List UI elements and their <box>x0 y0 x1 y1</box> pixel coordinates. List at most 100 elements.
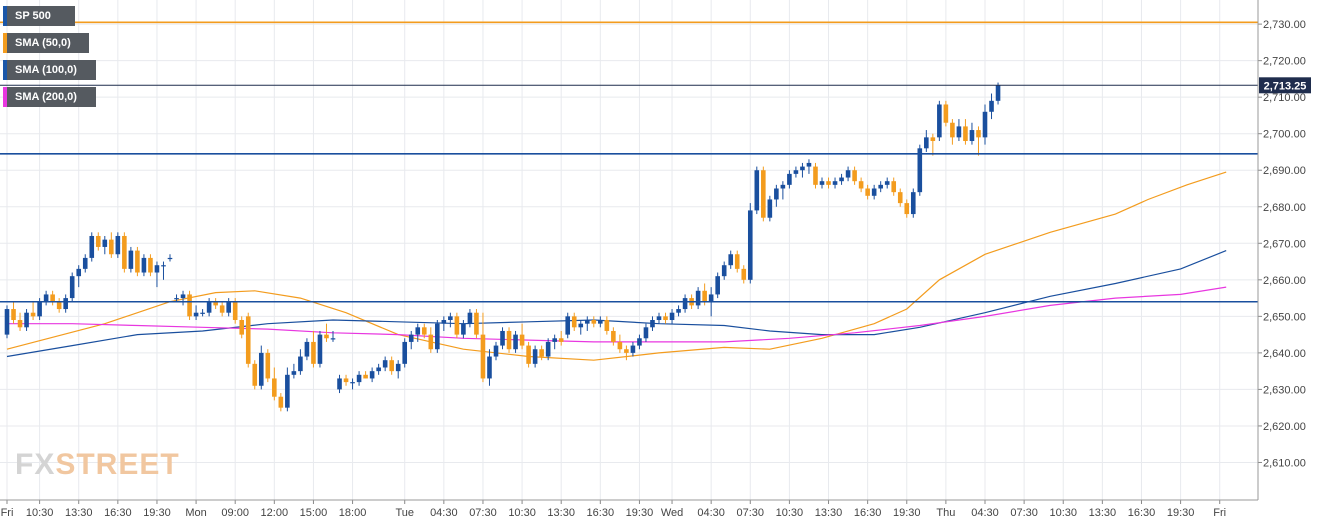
x-tick-label: 16:30 <box>854 507 882 519</box>
x-tick-label: 04:30 <box>971 507 999 519</box>
candle-body <box>343 378 349 383</box>
candle-body <box>611 330 616 342</box>
candle-body <box>272 378 277 397</box>
sma-line <box>7 286 1227 343</box>
candle-body <box>56 301 62 310</box>
candle-body <box>219 305 225 313</box>
x-tick-label: 07:30 <box>1010 507 1038 519</box>
candle-body <box>311 341 316 364</box>
candle-body <box>571 316 577 328</box>
candle-body <box>800 166 805 171</box>
candle-body <box>995 85 1001 101</box>
x-tick-label: 18:00 <box>339 507 367 519</box>
legend-item-sma200[interactable]: SMA (200,0) <box>3 87 96 107</box>
legend-item-sp500[interactable]: SP 500 <box>3 6 75 26</box>
x-tick-label: 15:00 <box>300 507 328 519</box>
candle-body <box>95 235 101 247</box>
candle-body <box>930 137 936 142</box>
candle-body <box>448 316 453 321</box>
candle-body <box>943 104 949 123</box>
x-tick-label: 10:30 <box>26 507 54 519</box>
candle-body <box>617 341 623 350</box>
grid-layer <box>0 0 1258 500</box>
candle-body <box>832 181 838 185</box>
candle-body <box>721 265 727 277</box>
candle-body <box>578 323 584 328</box>
candle-body <box>435 323 440 350</box>
candle-body <box>624 349 629 353</box>
x-tick-label: 09:00 <box>221 507 249 519</box>
y-tick-label: 2,700.00 <box>1263 129 1306 141</box>
candle-body <box>350 382 355 384</box>
y-tick-label: 2,640.00 <box>1263 348 1306 360</box>
candle-body <box>467 312 473 324</box>
x-tick-label: Fri <box>1213 507 1226 519</box>
candle-body <box>989 100 994 112</box>
y-tick-label: 2,620.00 <box>1263 421 1306 433</box>
candle-body <box>741 268 747 280</box>
y-tick-label: 2,680.00 <box>1263 202 1306 214</box>
candle-body <box>871 188 877 196</box>
x-tick-label: 07:30 <box>469 507 497 519</box>
candle-body <box>382 360 388 368</box>
candle-body <box>715 276 720 295</box>
candle-body <box>897 192 903 204</box>
candle-body <box>747 210 753 280</box>
candle-body <box>461 323 466 335</box>
candle-body <box>369 371 375 379</box>
candle-body <box>330 338 336 340</box>
candle-body <box>904 203 910 215</box>
candle-body <box>519 334 525 346</box>
x-tick-label: 19:30 <box>143 507 171 519</box>
x-tick-label: 07:30 <box>737 507 765 519</box>
candle-body <box>415 327 421 335</box>
candle-body <box>858 181 864 189</box>
candle-body <box>109 239 114 255</box>
candle-body <box>317 334 323 364</box>
candle-body <box>500 330 505 346</box>
legend-item-sma100[interactable]: SMA (100,0) <box>3 60 96 80</box>
candle-body <box>141 257 147 273</box>
candle-body <box>389 360 394 372</box>
candle-body <box>969 130 975 142</box>
candle-body <box>213 301 218 306</box>
candle-body <box>695 290 701 306</box>
candle-body <box>643 327 649 339</box>
candle-body <box>552 338 557 342</box>
candle-body <box>441 320 447 324</box>
x-tick-label: 04:30 <box>430 507 458 519</box>
candle-body <box>421 327 427 335</box>
candle-body <box>252 363 258 386</box>
sma-line <box>6 171 1227 361</box>
candle-body <box>337 378 342 390</box>
candle-body <box>676 309 681 313</box>
legend-label: SMA (100,0) <box>15 64 77 76</box>
candle-body <box>324 334 329 339</box>
candle-body <box>774 188 779 200</box>
candle-body <box>402 341 408 364</box>
candle-layer <box>4 82 1001 412</box>
legend-label: SMA (200,0) <box>15 91 77 103</box>
x-tick-label: Mon <box>185 507 206 519</box>
y-tick-label: 2,710.00 <box>1263 92 1306 104</box>
x-tick-label: 10:30 <box>776 507 804 519</box>
candle-body <box>102 239 108 247</box>
candle-body <box>285 374 290 408</box>
candle-body <box>545 341 551 357</box>
candle-body <box>167 257 173 260</box>
candle-body <box>356 374 362 383</box>
candle-body <box>852 170 857 182</box>
x-tick-label: 13:30 <box>65 507 93 519</box>
candle-body <box>11 309 16 321</box>
last-price-label: 2,713.25 <box>1264 80 1307 92</box>
candle-body <box>584 320 590 324</box>
candle-body <box>180 294 186 299</box>
candle-body <box>480 334 486 379</box>
candle-body <box>304 341 310 357</box>
candle-body <box>513 334 518 350</box>
legend-item-sma50[interactable]: SMA (50,0) <box>3 33 89 53</box>
candle-body <box>956 126 962 138</box>
candle-body <box>17 320 23 328</box>
x-tick-label: 13:30 <box>1089 507 1117 519</box>
